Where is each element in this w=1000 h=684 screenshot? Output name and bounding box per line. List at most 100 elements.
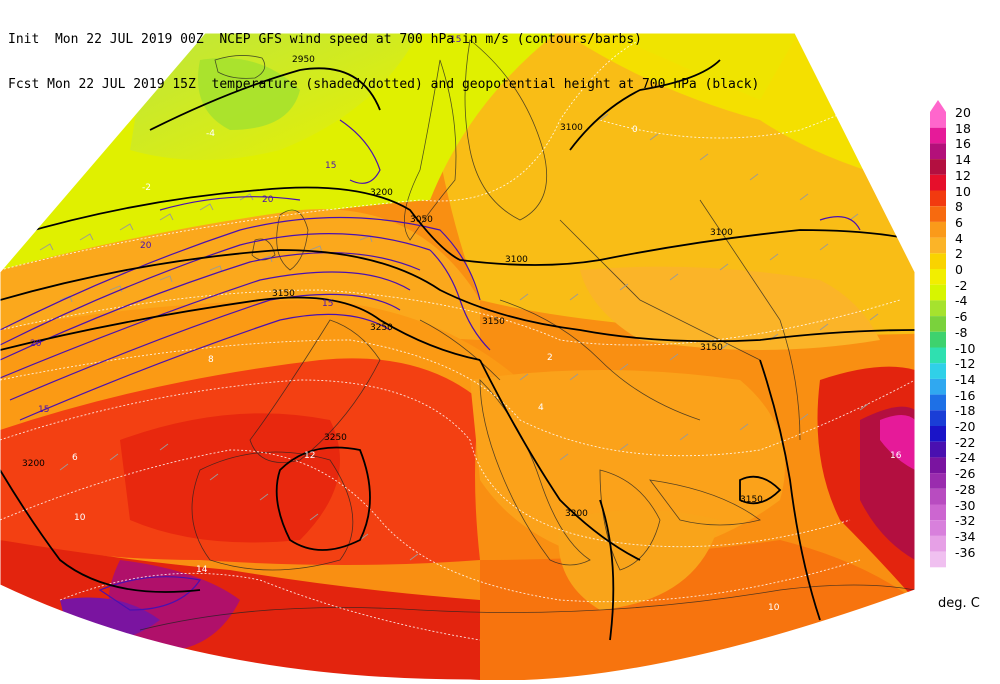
legend-swatch bbox=[930, 221, 946, 238]
wind-label: 20 bbox=[30, 339, 42, 349]
height-label: 3150 bbox=[482, 317, 505, 327]
height-label: 3100 bbox=[560, 123, 583, 133]
legend-swatch bbox=[930, 473, 946, 489]
legend-swatch bbox=[930, 363, 946, 379]
temp-label: 6 bbox=[72, 453, 78, 463]
legend-value: 2 bbox=[955, 246, 963, 262]
init-time: Init Mon 22 JUL 2019 00Z bbox=[8, 32, 204, 47]
legend-value: -30 bbox=[955, 497, 976, 513]
legend-units: deg. C bbox=[938, 596, 980, 611]
legend-value: -6 bbox=[955, 309, 968, 325]
legend-value: 8 bbox=[955, 199, 963, 215]
legend-swatch bbox=[930, 426, 946, 442]
legend-swatch bbox=[930, 284, 946, 301]
temp-label: 8 bbox=[208, 355, 214, 365]
wind-label: 20 bbox=[140, 241, 152, 251]
legend-value: -34 bbox=[955, 528, 976, 544]
legend-swatch bbox=[930, 535, 946, 552]
legend-swatch bbox=[930, 551, 946, 568]
wind-label: 15 bbox=[325, 161, 336, 171]
height-label: 3200 bbox=[565, 509, 588, 519]
temp-label: -4 bbox=[206, 129, 215, 139]
temp-label: 12 bbox=[304, 451, 315, 461]
legend-swatch bbox=[930, 237, 946, 254]
wind-label: 15 bbox=[450, 35, 461, 45]
temp-label: -2 bbox=[142, 183, 151, 193]
legend-swatch bbox=[930, 174, 946, 191]
legend-swatch bbox=[930, 316, 946, 332]
legend-value: -22 bbox=[955, 434, 976, 450]
height-label: 3200 bbox=[370, 188, 393, 198]
header-line-1: Init Mon 22 JUL 2019 00Z NCEP GFS wind s… bbox=[8, 32, 759, 47]
legend-swatch bbox=[930, 441, 946, 458]
legend-swatch bbox=[930, 253, 946, 269]
height-label: 2950 bbox=[292, 55, 315, 65]
legend-swatch bbox=[930, 457, 946, 474]
legend-value: -2 bbox=[955, 277, 968, 293]
height-label: 3100 bbox=[710, 228, 733, 238]
legend-arrow-top bbox=[930, 100, 946, 112]
legend-swatch bbox=[930, 190, 946, 207]
contour-labels: 2950 3100 3100 3100 3150 3150 3150 3150 … bbox=[22, 35, 902, 613]
legend-value: 0 bbox=[955, 262, 963, 277]
temp-label: 14 bbox=[196, 565, 208, 575]
legend-value: -12 bbox=[955, 356, 976, 372]
legend-value: 16 bbox=[955, 136, 971, 152]
height-label: 3250 bbox=[324, 433, 347, 443]
legend-swatch bbox=[930, 378, 946, 395]
legend-swatch bbox=[930, 112, 946, 128]
legend-value: -16 bbox=[955, 387, 976, 403]
height-label: 3150 bbox=[700, 343, 723, 353]
legend-value: -14 bbox=[955, 371, 976, 387]
wind-label: 15 bbox=[38, 405, 49, 415]
temp-label: 4 bbox=[538, 403, 544, 413]
legend-value: -26 bbox=[955, 466, 976, 482]
height-label: 3150 bbox=[740, 495, 763, 505]
header-description-1: NCEP GFS wind speed at 700 hPa in m/s (c… bbox=[219, 32, 642, 47]
height-label: 3050 bbox=[410, 215, 433, 225]
temp-label: 16 bbox=[890, 451, 902, 461]
wind-label: 20 bbox=[262, 195, 274, 205]
height-label: 3200 bbox=[22, 459, 45, 469]
legend-swatch bbox=[930, 347, 946, 364]
legend-value: 10 bbox=[955, 183, 971, 199]
header-line-2: Fcst Mon 22 JUL 2019 15Z temperature (sh… bbox=[8, 77, 759, 92]
legend-value: -8 bbox=[955, 324, 968, 340]
legend-value: -10 bbox=[955, 340, 976, 356]
legend-value: 20 bbox=[955, 105, 971, 120]
legend-swatch bbox=[930, 206, 946, 222]
legend-value: -28 bbox=[955, 481, 976, 497]
legend-colorbar bbox=[930, 100, 946, 568]
legend-swatch bbox=[930, 410, 946, 426]
temp-label: 10 bbox=[768, 603, 780, 613]
legend-value: -36 bbox=[955, 544, 976, 560]
legend-swatch bbox=[930, 488, 946, 505]
legend-swatch bbox=[930, 143, 946, 160]
legend-value: -20 bbox=[955, 419, 976, 434]
legend-swatch bbox=[930, 159, 946, 175]
legend-swatch bbox=[930, 300, 946, 317]
temp-label: 2 bbox=[547, 353, 553, 363]
legend-swatch bbox=[930, 269, 946, 285]
legend-swatch bbox=[930, 127, 946, 144]
legend-swatch bbox=[930, 331, 946, 348]
wind-speed-contours bbox=[0, 119, 861, 611]
height-label: 3100 bbox=[505, 255, 528, 265]
chart-header: Init Mon 22 JUL 2019 00Z NCEP GFS wind s… bbox=[8, 2, 759, 107]
legend-value: -24 bbox=[955, 450, 976, 466]
legend-value: 4 bbox=[955, 230, 963, 246]
header-description-2: temperature (shaded/dotted) and geopoten… bbox=[211, 77, 760, 92]
forecast-time: Fcst Mon 22 JUL 2019 15Z bbox=[8, 77, 196, 92]
temp-label: 10 bbox=[74, 513, 86, 523]
height-label: 3150 bbox=[272, 289, 295, 299]
legend-swatch bbox=[930, 520, 946, 536]
legend-value: -4 bbox=[955, 293, 968, 309]
legend-swatch bbox=[930, 504, 946, 521]
wind-barbs bbox=[39, 113, 879, 561]
legend-value: 6 bbox=[955, 214, 963, 230]
coastline-layer bbox=[139, 39, 915, 631]
legend-value: -18 bbox=[955, 403, 976, 419]
legend-value: 14 bbox=[955, 152, 971, 168]
